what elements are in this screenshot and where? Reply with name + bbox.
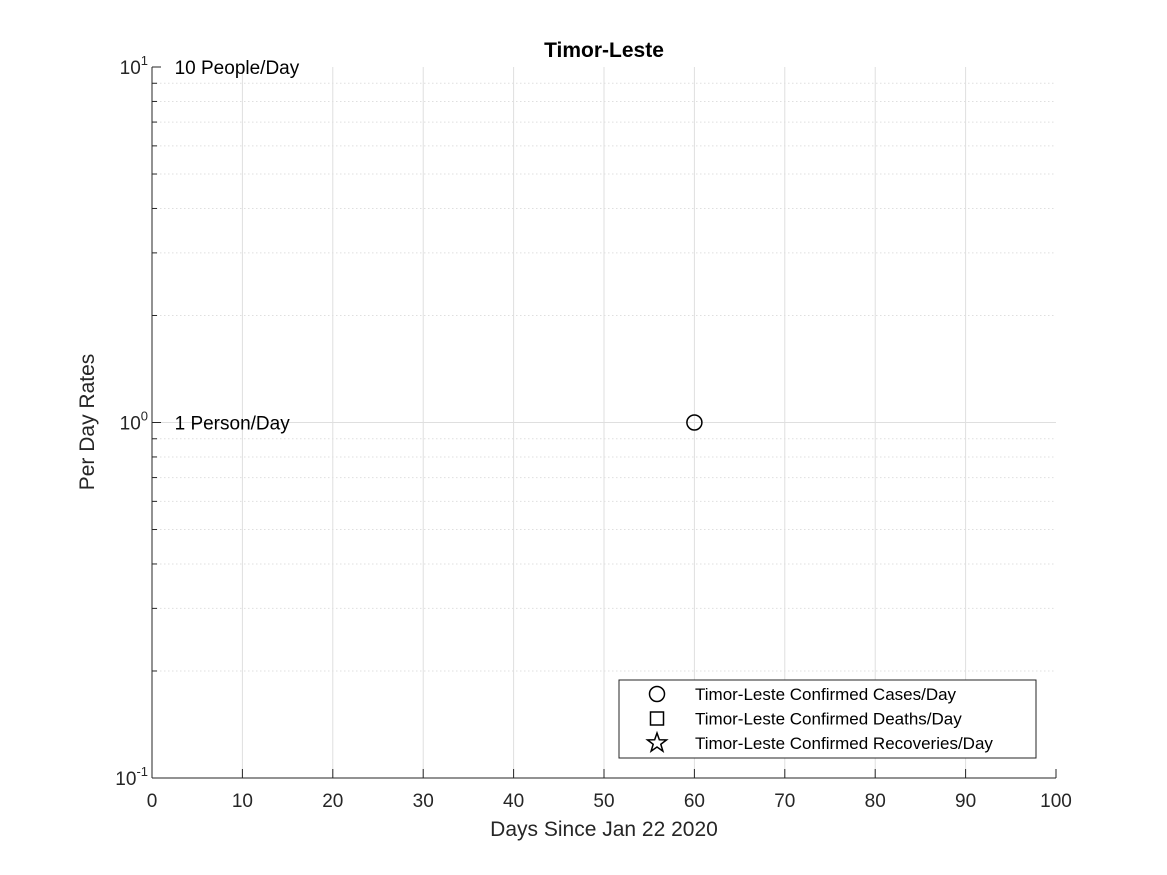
annotation-label: 1 Person/Day xyxy=(175,414,291,435)
x-tick-label: 50 xyxy=(593,791,614,812)
legend-box xyxy=(618,679,1037,759)
y-tick-label: 10-1 xyxy=(115,764,148,790)
legend-marker-circle xyxy=(648,685,666,703)
x-tick-label: 40 xyxy=(503,791,524,812)
x-tick-label: 30 xyxy=(413,791,434,812)
tick-labels: 0 10 20 30 40 50 60 70 80 90 100 10-1 100 101 xyxy=(115,53,1072,812)
legend-label: Timor-Leste Confirmed Recoveries/Day xyxy=(695,734,993,753)
y-axis-label: Per Day Rates xyxy=(76,354,99,491)
data-marks xyxy=(686,414,703,431)
legend-marker-star xyxy=(645,730,669,753)
legend-label: Timor-Leste Confirmed Cases/Day xyxy=(695,685,957,704)
x-tick-label: 100 xyxy=(1040,791,1072,812)
x-axis-label: Days Since Jan 22 2020 xyxy=(490,818,718,841)
annotation-label: 10 People/Day xyxy=(175,58,300,79)
x-tick-label: 0 xyxy=(147,791,158,812)
x-tick-label: 90 xyxy=(955,791,976,812)
legend: Timor-Leste Confirmed Cases/Day Timor-Les… xyxy=(618,679,1037,759)
legend-marker-square xyxy=(649,711,665,726)
x-tick-label: 10 xyxy=(232,791,253,812)
y-tick-label: 101 xyxy=(120,53,148,79)
x-tick-label: 70 xyxy=(774,791,795,812)
x-tick-label: 80 xyxy=(865,791,886,812)
x-tick-label: 60 xyxy=(684,791,705,812)
axes xyxy=(151,66,1057,779)
annotations: 10 People/Day 1 Person/Day xyxy=(175,58,300,435)
grid-lines xyxy=(152,67,1056,778)
data-point-circle xyxy=(686,414,703,431)
y-tick-label: 100 xyxy=(120,409,148,435)
x-tick-label: 20 xyxy=(322,791,343,812)
legend-label: Timor-Leste Confirmed Deaths/Day xyxy=(695,710,962,729)
chart-title: Timor-Leste xyxy=(544,39,664,62)
